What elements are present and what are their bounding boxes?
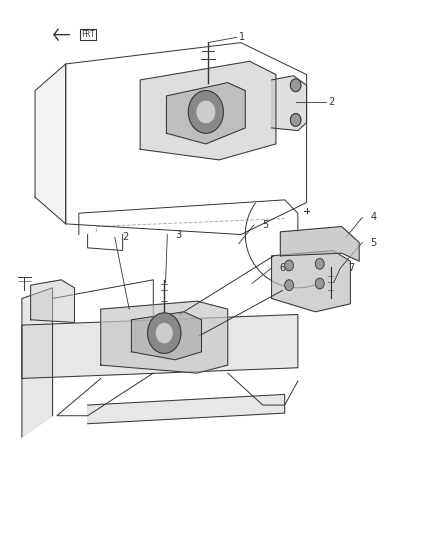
Polygon shape — [88, 394, 285, 424]
Circle shape — [197, 101, 215, 123]
Text: FRT: FRT — [81, 30, 95, 39]
Polygon shape — [22, 288, 53, 437]
Text: 5: 5 — [262, 220, 268, 230]
Text: 6: 6 — [279, 263, 286, 273]
Circle shape — [290, 79, 301, 92]
Text: 5: 5 — [370, 238, 376, 247]
Polygon shape — [280, 227, 359, 261]
Polygon shape — [35, 64, 66, 224]
Polygon shape — [166, 83, 245, 144]
Text: 1: 1 — [239, 33, 245, 42]
Polygon shape — [131, 312, 201, 360]
Text: 2: 2 — [123, 232, 129, 242]
Polygon shape — [272, 76, 307, 131]
Text: 7: 7 — [348, 263, 354, 273]
Circle shape — [315, 259, 324, 269]
Polygon shape — [31, 280, 74, 322]
Circle shape — [285, 280, 293, 290]
Circle shape — [188, 91, 223, 133]
Circle shape — [148, 313, 181, 353]
Polygon shape — [101, 301, 228, 373]
Polygon shape — [272, 251, 350, 312]
Circle shape — [315, 278, 324, 289]
Text: 3: 3 — [175, 230, 181, 239]
Circle shape — [285, 260, 293, 271]
Polygon shape — [140, 61, 276, 160]
Polygon shape — [22, 314, 298, 378]
Circle shape — [156, 324, 172, 343]
Circle shape — [290, 114, 301, 126]
Text: 2: 2 — [328, 98, 335, 107]
Text: 4: 4 — [370, 213, 376, 222]
